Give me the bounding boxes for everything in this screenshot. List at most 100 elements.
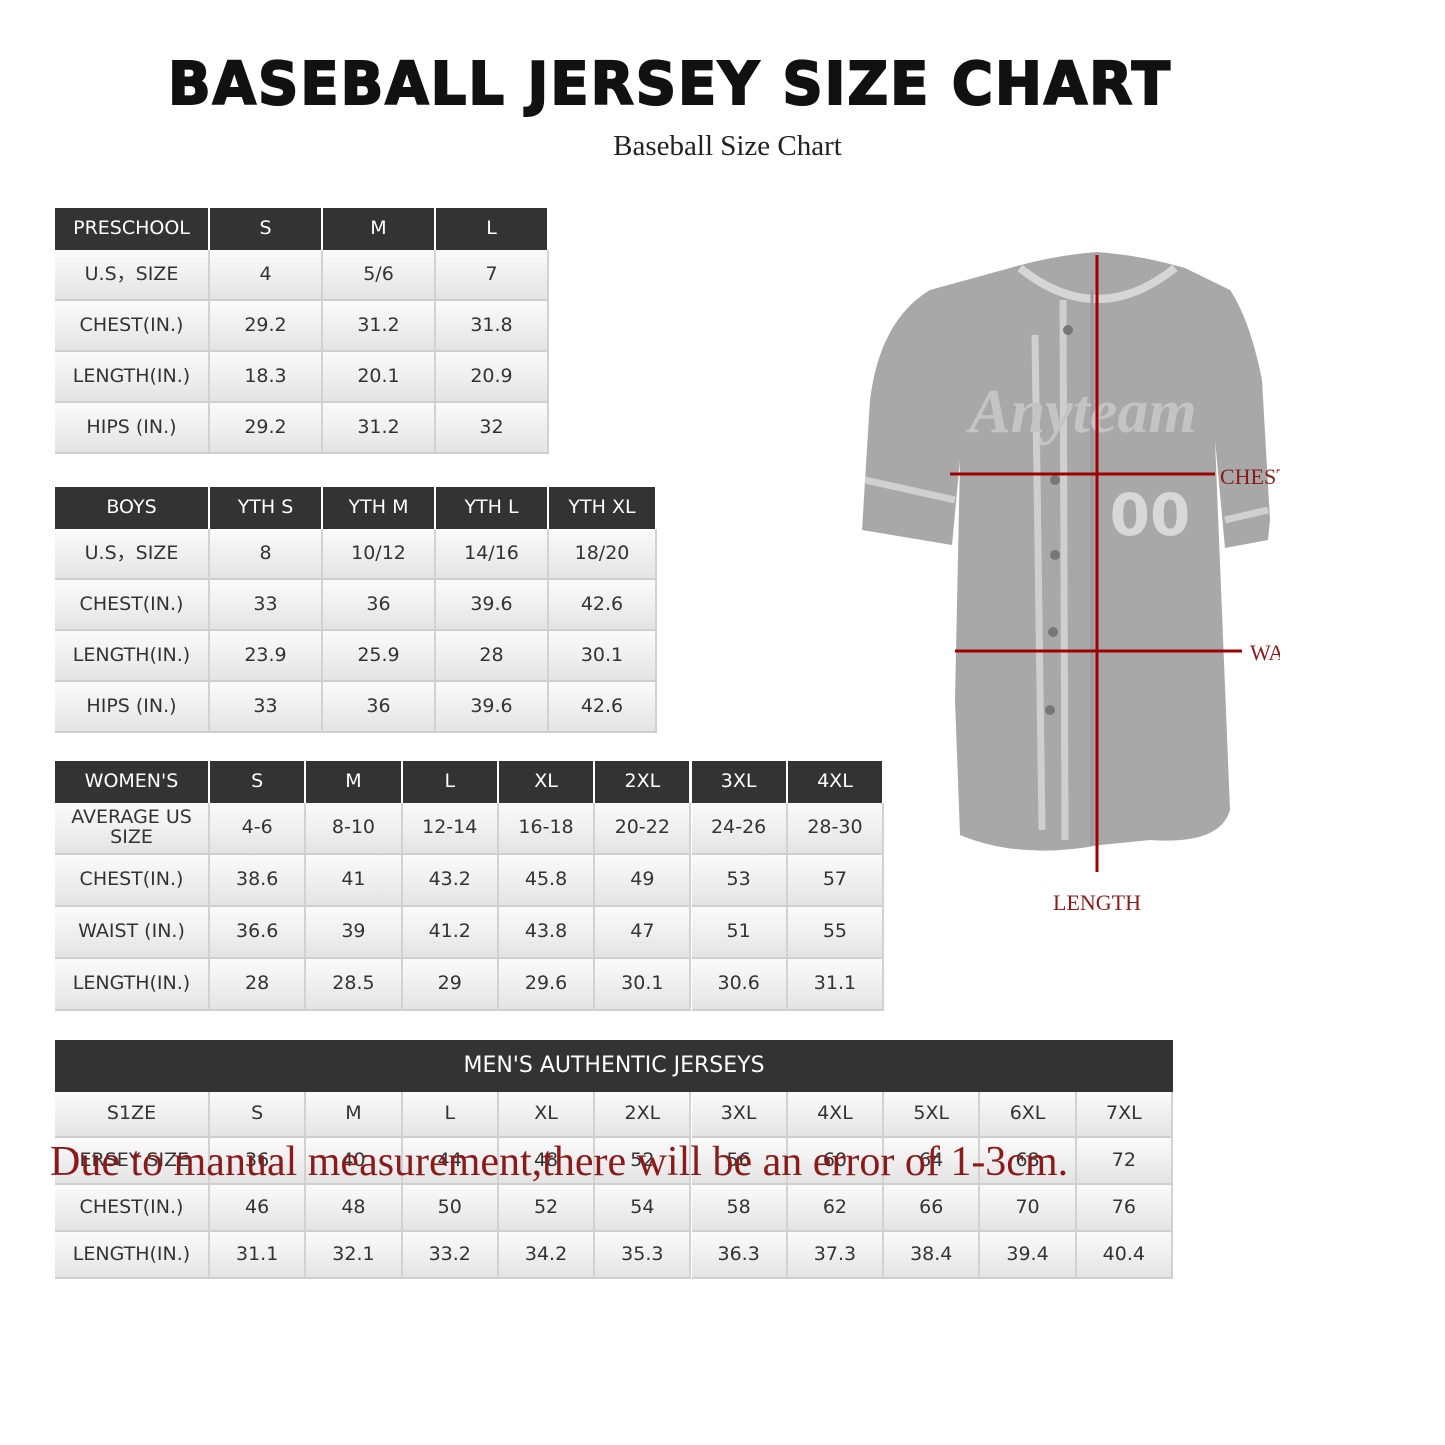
table-cell: 7 xyxy=(436,250,549,301)
row-label: CHEST(IN.) xyxy=(55,855,210,907)
table-cell: 50 xyxy=(402,1185,499,1232)
table-cell: 31.8 xyxy=(436,301,549,352)
header-cell: M xyxy=(306,1092,403,1138)
table-cell: 76 xyxy=(1076,1185,1173,1232)
measure-lines xyxy=(950,255,1242,872)
table-cell: 36 xyxy=(323,682,436,733)
table-cell: 45.8 xyxy=(498,855,596,907)
table-cell: 31.1 xyxy=(787,959,885,1011)
table-cell: 28 xyxy=(436,631,549,682)
table-cell: 58 xyxy=(691,1185,788,1232)
table-cell: 42.6 xyxy=(549,580,657,631)
header-cell: XL xyxy=(498,761,596,803)
header-cell: BOYS xyxy=(55,487,210,529)
table-cell: 42.6 xyxy=(549,682,657,733)
table-cell: 44 xyxy=(402,1138,499,1185)
table-cell: 10/12 xyxy=(323,529,436,580)
table-cell: 62 xyxy=(787,1185,885,1232)
header-cell: 6XL xyxy=(980,1092,1077,1138)
row-label: LENGTH(IN.) xyxy=(55,352,210,403)
table-cell: 29.2 xyxy=(210,301,323,352)
table-cell: 33 xyxy=(210,580,323,631)
table-cell: 43.8 xyxy=(498,907,596,959)
header-cell: WOMEN'S xyxy=(55,761,210,803)
table-cell: 64 xyxy=(884,1138,981,1185)
table-cell: 60 xyxy=(787,1138,885,1185)
header-cell: L xyxy=(436,208,549,250)
header-cell: 4XL xyxy=(787,761,885,803)
table-cell: 20.9 xyxy=(436,352,549,403)
table-cell: 33 xyxy=(210,682,323,733)
header-cell: 7XL xyxy=(1076,1092,1173,1138)
header-cell: S1ZE xyxy=(55,1092,210,1138)
table-cell: 39.4 xyxy=(980,1232,1077,1279)
table-cell: 46 xyxy=(210,1185,307,1232)
table-cell: 23.9 xyxy=(210,631,323,682)
header-cell: YTH XL xyxy=(549,487,657,529)
title: BASEBALL JERSEY SIZE CHART xyxy=(167,49,1172,119)
table-cell: 31.2 xyxy=(323,403,436,454)
table-cell: 36 xyxy=(210,1138,307,1185)
table-cell: 38.4 xyxy=(884,1232,981,1279)
table-cell: 72 xyxy=(1076,1138,1173,1185)
subtitle: Baseball Size Chart xyxy=(613,130,842,162)
placket-stripe xyxy=(1031,299,1069,841)
table-cell: 5/6 xyxy=(323,250,436,301)
table-cell: 25.9 xyxy=(323,631,436,682)
table-cell: 32 xyxy=(436,403,549,454)
table-cell: 48 xyxy=(498,1138,596,1185)
row-label: LENGTH(IN.) xyxy=(55,1232,210,1279)
table-cell: 38.6 xyxy=(210,855,307,907)
header-cell: 5XL xyxy=(884,1092,981,1138)
table-cell: 68 xyxy=(980,1138,1077,1185)
table-cell: 39 xyxy=(306,907,403,959)
row-label: LENGTH(IN.) xyxy=(55,631,210,682)
table-cell: 43.2 xyxy=(402,855,499,907)
row-label: AVERAGE US SIZE xyxy=(55,803,210,855)
table-cell: 24-26 xyxy=(691,803,788,855)
table-cell: 31.2 xyxy=(323,301,436,352)
table-cell: 36.6 xyxy=(210,907,307,959)
header-cell: L xyxy=(402,761,499,803)
header-cell: S xyxy=(210,761,307,803)
table-cell: 29.6 xyxy=(498,959,596,1011)
table-cell: 28 xyxy=(210,959,307,1011)
table-cell: 29 xyxy=(402,959,499,1011)
row-label: LENGTH(IN.) xyxy=(55,959,210,1011)
jersey-diagram: Anyteam 00 CHEST WAIST LENGTH xyxy=(862,252,1280,915)
table-cell: 31.1 xyxy=(210,1232,307,1279)
row-label: HIPS (IN.) xyxy=(55,403,210,454)
header-cell: 2XL xyxy=(595,761,692,803)
table-cell: 40.4 xyxy=(1076,1232,1173,1279)
row-label: U.S，SIZE xyxy=(55,250,210,301)
table-cell: 33.2 xyxy=(402,1232,499,1279)
table-cell: 39.6 xyxy=(436,682,549,733)
table-cell: 8-10 xyxy=(306,803,403,855)
table-cell: 37.3 xyxy=(787,1232,885,1279)
table-cell: 41 xyxy=(306,855,403,907)
header-cell: YTH S xyxy=(210,487,323,529)
sleeve-trim xyxy=(864,476,1269,524)
table-cell: 54 xyxy=(595,1185,692,1232)
table-cell: 51 xyxy=(691,907,788,959)
header-cell: L xyxy=(402,1092,499,1138)
table-cell: 47 xyxy=(595,907,692,959)
jersey-number: 00 xyxy=(1110,481,1191,549)
table-cell: 14/16 xyxy=(436,529,549,580)
table-cell: 28-30 xyxy=(787,803,885,855)
row-label: HIPS (IN.) xyxy=(55,682,210,733)
table-cell: 20.1 xyxy=(323,352,436,403)
header-cell: M xyxy=(323,208,436,250)
table-cell: 52 xyxy=(595,1138,692,1185)
table-cell: 41.2 xyxy=(402,907,499,959)
table-cell: 34.2 xyxy=(498,1232,596,1279)
buttons xyxy=(1045,325,1073,715)
row-label: CHEST(IN.) xyxy=(55,301,210,352)
row-label: CHEST(IN.) xyxy=(55,1185,210,1232)
table-cell: 8 xyxy=(210,529,323,580)
table-cell: 18.3 xyxy=(210,352,323,403)
header-cell: S xyxy=(210,208,323,250)
table-cell: 4-6 xyxy=(210,803,307,855)
table-cell: 30.6 xyxy=(691,959,788,1011)
